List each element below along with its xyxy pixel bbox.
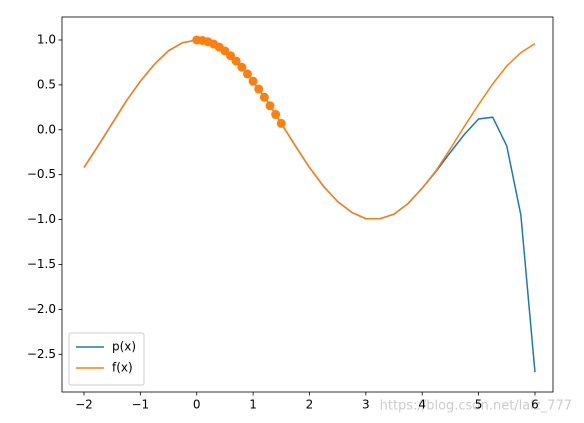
scatter-point xyxy=(265,101,275,111)
plot-frame xyxy=(61,16,554,393)
x-tick-label: 5 xyxy=(475,398,483,412)
x-tick-label: 4 xyxy=(418,398,426,412)
legend-label: f(x) xyxy=(112,361,133,375)
y-tick-label: −2.0 xyxy=(27,302,56,316)
line-series xyxy=(83,39,536,373)
y-tick-label: 1.0 xyxy=(37,32,56,46)
scatter-point xyxy=(231,56,241,66)
scatter-point xyxy=(259,92,269,102)
scatter-point xyxy=(226,51,236,61)
x-tick-label: 3 xyxy=(362,398,370,412)
scatter-point xyxy=(276,118,286,128)
y-tick-label: −2.5 xyxy=(27,347,56,361)
scatter-point xyxy=(248,76,258,86)
x-tick-label: −2 xyxy=(75,398,93,412)
x-tick-label: 2 xyxy=(306,398,314,412)
x-tick-label: 0 xyxy=(193,398,201,412)
scatter-point xyxy=(254,84,264,94)
y-tick-label: 0.5 xyxy=(37,77,56,91)
line-series xyxy=(83,39,536,220)
y-tick-label: −0.5 xyxy=(27,167,56,181)
legend-box xyxy=(68,332,145,386)
scatter-point xyxy=(237,62,247,72)
x-tick-label: −1 xyxy=(132,398,150,412)
y-tick-label: 0.0 xyxy=(37,122,56,136)
y-tick-label: −1.0 xyxy=(27,212,56,226)
x-tick-label: 1 xyxy=(249,398,257,412)
watermark: https://blog.csdn.net/lalz_777 xyxy=(380,399,572,414)
y-tick-label: −1.5 xyxy=(27,257,56,271)
x-tick-label: 6 xyxy=(531,398,539,412)
scatter-point xyxy=(271,110,281,120)
legend-label: p(x) xyxy=(112,340,136,354)
scatter-point xyxy=(242,69,252,79)
